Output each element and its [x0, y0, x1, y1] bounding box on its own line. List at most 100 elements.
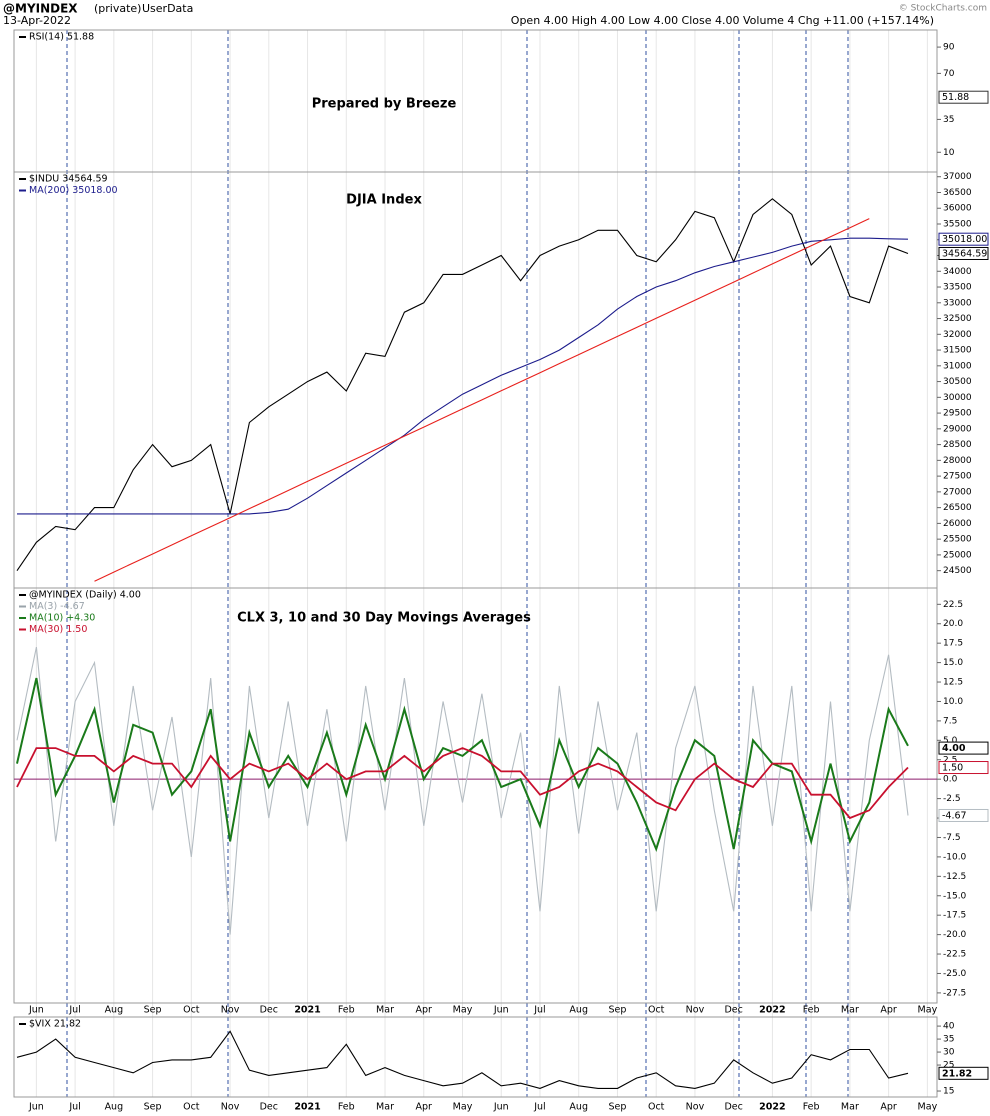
- y-tick-label: 12.5: [943, 678, 963, 688]
- y-tick-label: 25000: [943, 550, 972, 560]
- value-tag: [938, 741, 989, 755]
- y-tick-label: -10.0: [943, 852, 967, 862]
- x-tick-label: Jun: [28, 1005, 44, 1016]
- y-tick-label: 70: [943, 69, 955, 79]
- panel-title: CLX 3, 10 and 30 Day Movings Averages: [237, 611, 531, 626]
- y-tick-label: 31500: [943, 346, 972, 356]
- y-tick-label: -27.5: [943, 988, 966, 998]
- value-tag-label: -4.67: [942, 810, 967, 821]
- x-tick-label: Apr: [880, 1005, 897, 1016]
- y-tick-label: -15.0: [943, 891, 967, 901]
- panel-title: Prepared by Breeze: [312, 97, 457, 112]
- y-tick-label: -2.5: [943, 794, 961, 804]
- panel-title: DJIA Index: [346, 193, 422, 208]
- y-tick-label: 22.5: [943, 600, 963, 610]
- x-tick-label: Dec: [260, 1005, 278, 1016]
- watermark: © StockCharts.com: [899, 4, 987, 14]
- y-tick-label: 15: [943, 1087, 954, 1097]
- x-tick-label: Aug: [569, 1102, 588, 1113]
- legend-label: $VIX 21.82: [29, 1019, 81, 1030]
- legend-label: $INDU 34564.59: [29, 174, 108, 185]
- y-tick-label: 24500: [943, 566, 972, 576]
- date: 13-Apr-2022: [3, 14, 71, 27]
- x-tick-label: Dec: [724, 1102, 742, 1113]
- x-tick-label: Jul: [68, 1102, 80, 1113]
- y-tick-label: 35500: [943, 220, 972, 230]
- y-tick-label: -12.5: [943, 872, 966, 882]
- x-tick-label: May: [918, 1005, 938, 1016]
- x-tick-label: Jun: [28, 1102, 44, 1113]
- source: UserData: [142, 2, 193, 15]
- y-tick-label: 27000: [943, 487, 972, 497]
- panel-frame: [13, 587, 938, 1004]
- x-tick-label: Nov: [686, 1102, 705, 1113]
- legend-label: RSI(14) 51.88: [29, 32, 94, 43]
- quote: Open 4.00 High 4.00 Low 4.00 Close 4.00 …: [511, 14, 934, 27]
- x-tick-label: Oct: [183, 1102, 200, 1113]
- y-tick-label: 28500: [943, 440, 972, 450]
- y-tick-label: 5.0: [943, 736, 958, 746]
- y-tick-label: 26500: [943, 503, 972, 513]
- y-tick-label: 15.0: [943, 658, 963, 668]
- y-tick-label: 34000: [943, 267, 972, 277]
- x-tick-label: Jul: [533, 1102, 545, 1113]
- x-tick-label: Jul: [68, 1005, 80, 1016]
- value-tag: [938, 246, 989, 260]
- y-tick-label: 25500: [943, 535, 972, 545]
- y-tick-label: 25: [943, 1061, 954, 1071]
- series-line: [94, 218, 870, 582]
- legend-label: MA(200) 35018.00: [29, 185, 118, 196]
- y-tick-label: 27500: [943, 472, 972, 482]
- symbol: @MYINDEX: [3, 2, 78, 16]
- y-tick-label: 31000: [943, 361, 972, 371]
- y-tick-label: -17.5: [943, 911, 966, 921]
- x-tick-label: Sep: [609, 1005, 627, 1016]
- y-tick-label: 40: [943, 1022, 955, 1032]
- privacy: (private): [94, 2, 141, 15]
- x-tick-label: Apr: [416, 1005, 433, 1016]
- value-tag-label: 4.00: [942, 743, 966, 754]
- value-tag-label: 34564.59: [942, 248, 987, 259]
- x-tick-label: 2022: [759, 1005, 785, 1016]
- x-tick-label: Mar: [841, 1005, 859, 1016]
- x-tick-label: Jun: [493, 1005, 509, 1016]
- x-tick-label: 2022: [759, 1102, 785, 1113]
- value-tag: [938, 90, 989, 104]
- y-tick-label: 90: [943, 43, 955, 53]
- x-tick-label: Nov: [221, 1102, 240, 1113]
- x-tick-label: Sep: [144, 1005, 162, 1016]
- y-tick-label: 35: [943, 1035, 954, 1045]
- y-tick-label: -7.5: [943, 833, 961, 843]
- x-tick-label: Oct: [183, 1005, 200, 1016]
- y-tick-label: 0.0: [943, 775, 958, 785]
- x-tick-label: Dec: [260, 1102, 278, 1113]
- y-tick-label: -22.5: [943, 950, 966, 960]
- x-tick-label: Sep: [144, 1102, 162, 1113]
- y-tick-label: 29000: [943, 424, 972, 434]
- series-line: [16, 646, 909, 935]
- y-tick-label: 33500: [943, 283, 972, 293]
- x-tick-label: Dec: [724, 1005, 742, 1016]
- y-tick-label: 20.0: [943, 619, 963, 629]
- y-tick-label: 30: [943, 1048, 955, 1058]
- y-tick-label: 10: [943, 148, 955, 158]
- series-line: [16, 1030, 909, 1089]
- x-tick-label: Oct: [648, 1005, 665, 1016]
- series-line: [16, 198, 909, 572]
- series-line: [16, 677, 909, 853]
- x-tick-label: Feb: [803, 1005, 820, 1016]
- value-tag-label: 35018.00: [942, 234, 987, 245]
- y-tick-label: 32500: [943, 314, 972, 324]
- x-tick-label: Mar: [376, 1005, 394, 1016]
- x-tick-label: Apr: [416, 1102, 433, 1113]
- x-tick-label: 2021: [294, 1102, 320, 1113]
- legend-label: MA(10) +4.30: [29, 613, 95, 624]
- x-tick-label: Nov: [221, 1005, 240, 1016]
- y-tick-label: 17.5: [943, 639, 963, 649]
- panel-frame: [13, 1016, 938, 1098]
- y-tick-label: -25.0: [943, 969, 967, 979]
- y-tick-label: 26000: [943, 519, 972, 529]
- x-tick-label: Apr: [880, 1102, 897, 1113]
- x-tick-label: Feb: [338, 1005, 355, 1016]
- value-tag: [938, 808, 989, 822]
